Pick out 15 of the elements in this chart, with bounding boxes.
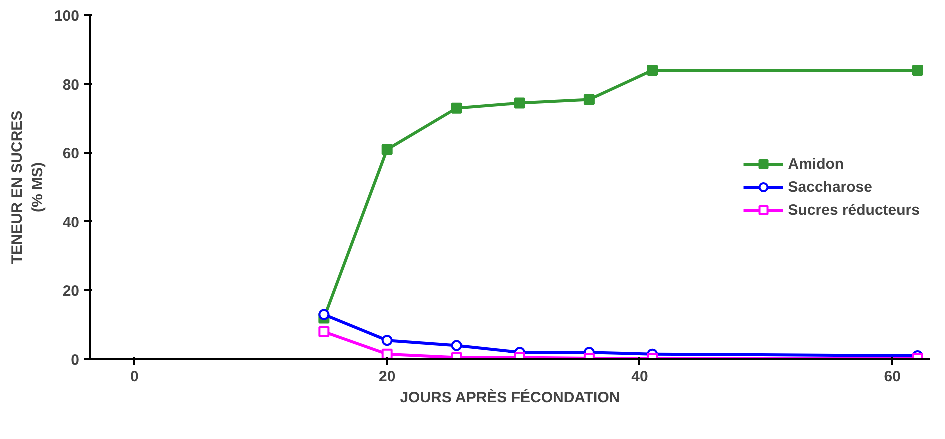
legend-label: Saccharose	[788, 178, 872, 196]
x-tick-label: 40	[632, 368, 648, 386]
x-axis-title: JOURS APRÈS FÉCONDATION	[400, 388, 620, 406]
x-tick-label: 0	[130, 368, 139, 386]
y-tick-label: 20	[62, 283, 80, 300]
legend-label: Sucres réducteurs	[788, 202, 920, 218]
y-tick-label: 100	[54, 8, 80, 25]
y-tick-label: 80	[62, 76, 80, 94]
y-tick-label: 0	[71, 352, 80, 369]
y-axis-title: TENEUR EN SUCRES (% MS)	[9, 110, 46, 264]
y-tick-label: 60	[62, 146, 80, 163]
y-tick-label: 40	[62, 214, 80, 232]
x-tick-label: 20	[379, 368, 396, 386]
legend-label: Amidon	[788, 156, 844, 172]
x-tick-label: 60	[884, 368, 901, 386]
